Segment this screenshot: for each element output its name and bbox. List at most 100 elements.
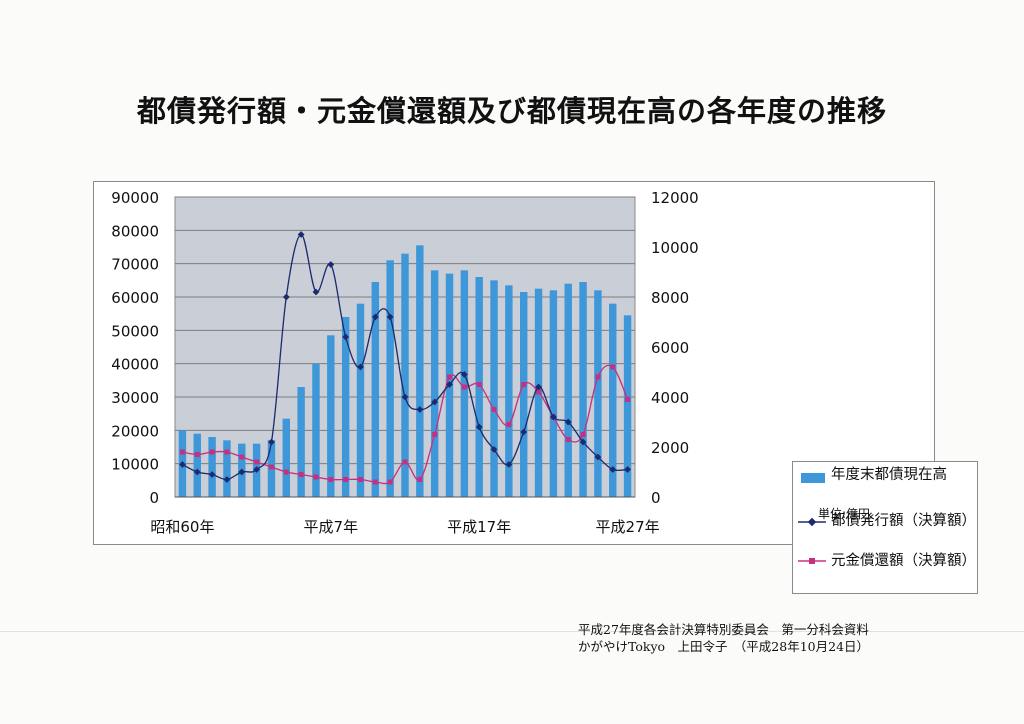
- x-tick-label: 平成17年: [447, 518, 511, 536]
- bar-outstanding: [193, 433, 201, 497]
- bar-outstanding: [282, 418, 290, 497]
- point-redemption: [328, 477, 334, 482]
- point-redemption: [283, 469, 289, 475]
- point-redemption: [417, 477, 423, 482]
- chart-svg: 0100002000030000400005000060000700008000…: [111, 189, 699, 536]
- point-issuance: [223, 476, 231, 483]
- bar-outstanding: [460, 270, 469, 497]
- point-issuance: [193, 468, 201, 476]
- point-issuance: [490, 446, 498, 453]
- point-issuance: [475, 423, 483, 431]
- y-left-tick-label: 30000: [111, 389, 159, 407]
- bar-outstanding: [371, 282, 380, 497]
- bar-outstanding: [223, 440, 231, 497]
- point-issuance: [371, 313, 379, 321]
- y-right-tick-label: 12000: [651, 189, 699, 207]
- y-right-tick-label: 10000: [651, 239, 699, 257]
- point-issuance: [446, 381, 453, 388]
- point-issuance: [624, 466, 631, 473]
- point-redemption: [194, 452, 200, 457]
- point-issuance: [505, 461, 513, 468]
- bar-outstanding: [208, 437, 216, 497]
- point-issuance: [208, 471, 216, 478]
- unit-label: 単位:億円: [818, 507, 871, 521]
- point-redemption: [298, 472, 304, 477]
- point-issuance: [564, 418, 572, 426]
- x-tick-label: 昭和60年: [150, 518, 214, 536]
- point-redemption: [254, 459, 260, 465]
- point-redemption: [239, 454, 245, 460]
- point-redemption: [476, 382, 482, 387]
- legend-swatch-bar: [801, 473, 825, 483]
- bar-outstanding: [623, 315, 632, 497]
- bar-outstanding: [401, 253, 409, 497]
- point-redemption: [595, 374, 601, 380]
- point-issuance: [312, 288, 320, 296]
- footer: 平成27年度各会計決算特別委員会 第一分科会資料 かがやけTokyo 上田令子 …: [578, 621, 869, 655]
- point-issuance: [238, 468, 246, 476]
- y-left-tick-label: 90000: [111, 189, 159, 207]
- point-redemption: [224, 449, 230, 455]
- point-redemption: [565, 437, 571, 442]
- footer-line-2: かがやけTokyo 上田令子 （平成28年10月24日）: [578, 639, 870, 654]
- bar-outstanding: [297, 387, 305, 497]
- bar-outstanding: [520, 292, 528, 497]
- point-redemption: [506, 422, 512, 427]
- y-right-tick-label: 4000: [651, 389, 689, 407]
- legend-item-issuance: 都債発行額（決算額）: [831, 513, 976, 529]
- point-redemption: [268, 464, 274, 470]
- y-left-tick-label: 70000: [111, 256, 159, 274]
- y-left-tick-label: 80000: [111, 222, 159, 240]
- bar-outstanding: [341, 317, 350, 497]
- point-issuance: [520, 428, 528, 436]
- y-left-tick-label: 40000: [111, 356, 159, 374]
- legend-swatch-redemption: [798, 558, 826, 564]
- legend-item-outstanding: 年度末都債現在高: [831, 467, 947, 483]
- y-right-tick-label: 8000: [651, 289, 689, 307]
- bar-outstanding: [579, 282, 587, 497]
- y-right-tick-label: 2000: [651, 439, 689, 457]
- bar-outstanding: [609, 303, 617, 497]
- bar-outstanding: [356, 303, 365, 497]
- y-left-tick-label: 50000: [111, 322, 159, 340]
- x-tick-label: 平成7年: [304, 518, 359, 536]
- x-tick-label: 平成27年: [596, 518, 660, 536]
- point-redemption: [343, 477, 349, 482]
- point-redemption: [372, 479, 378, 485]
- chart-area: 0 10000 20000 30000 40000 50000 60000 70000 8000…: [93, 181, 978, 594]
- point-issuance: [179, 461, 186, 468]
- point-redemption: [580, 432, 586, 437]
- point-redemption: [209, 449, 215, 455]
- bar-outstanding: [549, 290, 558, 497]
- point-issuance: [386, 313, 394, 321]
- bar-outstanding: [505, 285, 513, 497]
- point-redemption: [179, 449, 185, 455]
- bar-outstanding: [416, 245, 424, 497]
- point-issuance: [401, 393, 409, 401]
- bar-outstanding: [312, 363, 320, 497]
- y-left-tick-label: 10000: [111, 456, 159, 474]
- point-redemption: [357, 477, 363, 482]
- y-right-tick-label: 0: [651, 489, 661, 507]
- bar-outstanding: [386, 260, 394, 497]
- point-redemption: [461, 384, 467, 390]
- y-left-tick-label: 60000: [111, 289, 159, 307]
- point-issuance: [253, 466, 261, 473]
- legend-swatch-issuance: [798, 517, 826, 527]
- point-redemption: [313, 474, 319, 480]
- point-issuance: [416, 406, 424, 413]
- point-redemption: [625, 397, 631, 402]
- y-left-tick-label: 20000: [111, 422, 159, 440]
- point-redemption: [536, 389, 542, 395]
- point-issuance: [282, 293, 290, 301]
- point-redemption: [491, 407, 497, 412]
- bar-outstanding: [594, 290, 602, 497]
- y-left-tick-label: 0: [149, 489, 159, 507]
- point-issuance: [535, 383, 542, 391]
- legend-item-redemption: 元金償還額（決算額）: [831, 553, 976, 569]
- legend: 年度末都債現在高 都債発行額（決算額） 元金償還額（決算額）: [792, 461, 978, 594]
- y-right-tick-label: 6000: [651, 339, 689, 357]
- point-issuance: [327, 261, 335, 268]
- point-issuance: [431, 398, 439, 406]
- point-redemption: [432, 432, 438, 437]
